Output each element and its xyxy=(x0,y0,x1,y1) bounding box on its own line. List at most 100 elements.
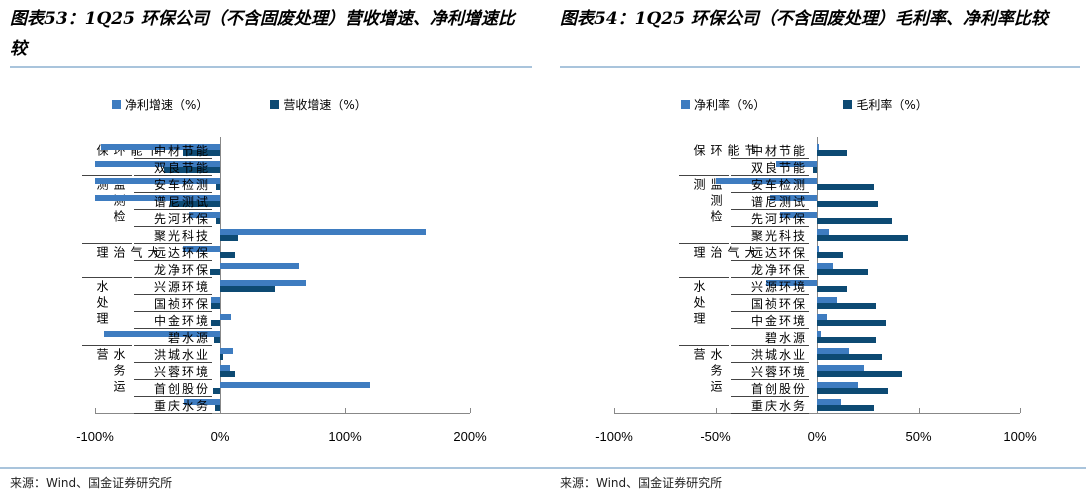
bar-series-2 xyxy=(170,201,220,207)
x-axis-line xyxy=(95,413,470,414)
category-label: 中材节能 xyxy=(750,144,807,158)
category-label: 兴源环境 xyxy=(153,280,210,294)
category-label: 国祯环保 xyxy=(750,297,807,311)
category-group-label: 大气治理 xyxy=(692,246,757,262)
bar-series-1 xyxy=(103,331,220,337)
row-separator xyxy=(134,396,212,397)
legend-label-net-growth: 净利增速（%） xyxy=(125,98,209,112)
row-separator xyxy=(134,277,212,278)
x-tick xyxy=(345,408,346,413)
category-label: 兴蓉环境 xyxy=(750,365,807,379)
category-label: 洪城水业 xyxy=(750,348,807,362)
category-label: 谱尼测试 xyxy=(153,195,210,209)
x-tick-label: 50% xyxy=(905,429,932,444)
category-group-label: 水务运营 xyxy=(692,348,723,396)
row-separator xyxy=(731,209,809,210)
category-label: 首创股份 xyxy=(750,382,807,396)
row-separator xyxy=(134,260,212,261)
bar-series-1 xyxy=(220,229,427,235)
category-label: 先河环保 xyxy=(153,212,210,226)
row-separator xyxy=(134,175,212,176)
row-separator xyxy=(731,328,809,329)
row-separator xyxy=(731,192,809,193)
bar-series-1 xyxy=(220,382,370,388)
group-separator xyxy=(82,277,132,278)
row-separator xyxy=(731,175,809,176)
bar-series-1 xyxy=(101,144,220,150)
category-label: 双良节能 xyxy=(750,161,807,175)
plot-area-right: -100% -50% 0% 50% 100% 节能环保 监测检测 大气治理 水处理 水务运营 中材节… xyxy=(595,137,1037,444)
group-separator xyxy=(82,175,132,176)
x-tick xyxy=(918,408,920,413)
bar-series-1 xyxy=(817,331,822,337)
category-label: 远达环保 xyxy=(750,246,807,260)
row-separator xyxy=(134,379,212,380)
bar-series-1 xyxy=(220,263,299,269)
legend-label-net-margin: 净利率（%） xyxy=(694,98,766,112)
category-label: 洪城水业 xyxy=(153,348,210,362)
bar-series-2 xyxy=(817,371,903,377)
category-label: 中金环境 xyxy=(153,314,210,328)
group-separator xyxy=(679,277,729,278)
title-divider-right xyxy=(560,66,1080,68)
bar-series-2 xyxy=(817,150,848,156)
bar-series-1 xyxy=(817,229,830,235)
row-separator xyxy=(731,311,809,312)
bar-series-2 xyxy=(817,269,868,275)
category-group-label: 水务运营 xyxy=(95,348,126,396)
category-label: 中材节能 xyxy=(153,144,210,158)
x-tick-label: -50% xyxy=(700,429,731,444)
row-separator xyxy=(731,277,809,278)
category-label: 碧水源 xyxy=(167,331,210,345)
bar-series-2 xyxy=(163,167,220,173)
x-tick xyxy=(95,408,96,413)
chart-title-left: 图表53：1Q25 环保公司（不含固废处理）营收增速、净利增速比较 xyxy=(10,9,515,59)
legend-label-revenue-growth: 营收增速（%） xyxy=(283,98,367,112)
bar-series-2 xyxy=(216,184,220,190)
row-separator xyxy=(134,209,212,210)
bar-series-1 xyxy=(817,399,842,405)
bar-series-2 xyxy=(220,235,238,241)
x-tick-label: 100% xyxy=(328,429,362,444)
row-separator xyxy=(731,379,809,380)
bar-series-2 xyxy=(182,150,220,156)
bar-series-1 xyxy=(770,195,817,201)
category-label: 重庆水务 xyxy=(750,399,807,413)
x-tick xyxy=(715,408,717,413)
bar-series-1 xyxy=(817,314,828,320)
bar-series-1 xyxy=(817,246,820,252)
x-tick xyxy=(470,408,471,413)
bar-series-2 xyxy=(817,235,909,241)
bar-series-2 xyxy=(817,354,882,360)
bar-series-2 xyxy=(817,218,893,224)
category-label: 先河环保 xyxy=(750,212,807,226)
category-label: 聚光科技 xyxy=(153,229,210,243)
bar-series-1 xyxy=(766,280,817,286)
bar-series-1 xyxy=(220,280,307,286)
bar-series-2 xyxy=(220,354,223,360)
bar-series-1 xyxy=(183,399,220,405)
bar-series-2 xyxy=(211,320,220,326)
bar-series-1 xyxy=(817,382,858,388)
title-divider-left xyxy=(10,66,532,68)
x-tick-label: -100% xyxy=(76,429,114,444)
row-separator xyxy=(134,328,212,329)
x-tick xyxy=(220,408,221,413)
row-separator xyxy=(134,362,212,363)
x-axis-line xyxy=(614,413,1020,414)
category-label: 双良节能 xyxy=(153,161,210,175)
category-label: 重庆水务 xyxy=(153,399,210,413)
row-separator xyxy=(134,294,212,295)
legend-swatch-net-growth xyxy=(112,100,121,109)
x-tick-label: 100% xyxy=(1003,429,1037,444)
bar-series-1 xyxy=(817,297,838,303)
category-group-label: 水处理 xyxy=(95,280,109,328)
legend-right: 净利率（%） 毛利率（%） xyxy=(681,96,928,113)
category-label: 龙净环保 xyxy=(750,263,807,277)
bar-series-2 xyxy=(210,269,220,275)
source-left: 来源：Wind、国金证券研究所 xyxy=(10,476,173,490)
category-label: 远达环保 xyxy=(153,246,210,260)
bar-series-2 xyxy=(212,388,220,394)
row-separator xyxy=(731,243,809,244)
source-right: 来源：Wind、国金证券研究所 xyxy=(560,476,723,490)
